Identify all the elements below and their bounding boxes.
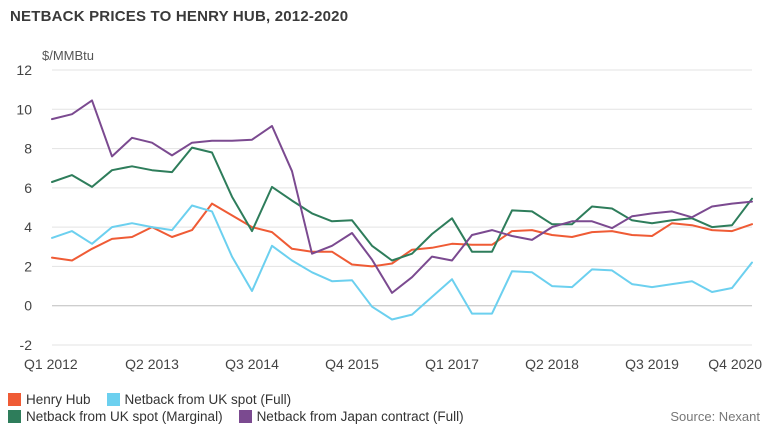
- x-tick-label: Q1 2012: [24, 356, 78, 372]
- source-note: Source: Nexant: [670, 409, 760, 424]
- legend-item-henry-hub: Henry Hub: [8, 392, 91, 407]
- series-line: [51, 204, 753, 321]
- y-axis-unit-label: $/MMBtu: [42, 48, 95, 63]
- x-tick-label: Q4 2015: [325, 356, 379, 372]
- y-tick-label: 6: [24, 180, 32, 196]
- legend-label: Netback from Japan contract (Full): [256, 409, 464, 424]
- y-axis-ticks: -2 0 2 4 6 8 10 12: [16, 62, 32, 353]
- y-tick-label: 0: [24, 298, 32, 314]
- y-tick-label: 4: [24, 219, 32, 235]
- y-tick-label: 2: [24, 258, 32, 274]
- series-line: [51, 146, 753, 262]
- legend-swatch: [106, 393, 120, 406]
- legend-swatch: [8, 410, 21, 423]
- legend-swatch: [238, 410, 252, 423]
- y-tick-label: 10: [16, 101, 32, 117]
- x-tick-label: Q3 2014: [225, 356, 279, 372]
- x-tick-label: Q4 2020: [708, 356, 762, 372]
- x-tick-label: Q1 2017: [425, 356, 479, 372]
- legend-row-2: Netback from UK spot (Marginal) Netback …: [8, 409, 464, 424]
- legend-item-uk-full: Netback from UK spot (Full): [106, 392, 292, 407]
- legend-item-japan-contract: Netback from Japan contract (Full): [238, 409, 464, 424]
- x-tick-label: Q2 2013: [125, 356, 179, 372]
- y-tick-label: 8: [24, 141, 32, 157]
- legend-item-uk-marginal: Netback from UK spot (Marginal): [8, 409, 223, 424]
- chart-title: NETBACK PRICES TO HENRY HUB, 2012-2020: [10, 8, 349, 25]
- grid-lines: [52, 69, 752, 346]
- series-lines: [51, 99, 753, 321]
- y-tick-label: -2: [20, 337, 33, 353]
- y-tick-label: 12: [16, 62, 32, 78]
- x-tick-label: Q3 2019: [625, 356, 679, 372]
- series-line: [51, 99, 753, 294]
- legend-label: Henry Hub: [26, 392, 91, 407]
- legend-label: Netback from UK spot (Marginal): [26, 409, 223, 424]
- x-tick-label: Q2 2018: [525, 356, 579, 372]
- legend-row-1: Henry Hub Netback from UK spot (Full): [8, 392, 291, 407]
- x-axis-ticks: Q1 2012 Q2 2013 Q3 2014 Q4 2015 Q1 2017 Q2 20…: [24, 356, 762, 372]
- legend-label: Netback from UK spot (Full): [124, 392, 292, 407]
- legend-swatch: [8, 393, 21, 406]
